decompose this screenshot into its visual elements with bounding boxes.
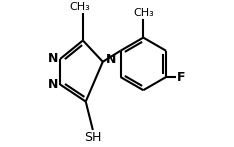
Text: F: F (177, 71, 185, 83)
Text: N: N (48, 78, 59, 91)
Text: CH₃: CH₃ (70, 2, 90, 12)
Text: N: N (106, 53, 116, 66)
Text: CH₃: CH₃ (133, 8, 154, 18)
Text: SH: SH (84, 131, 102, 144)
Text: N: N (48, 52, 59, 65)
